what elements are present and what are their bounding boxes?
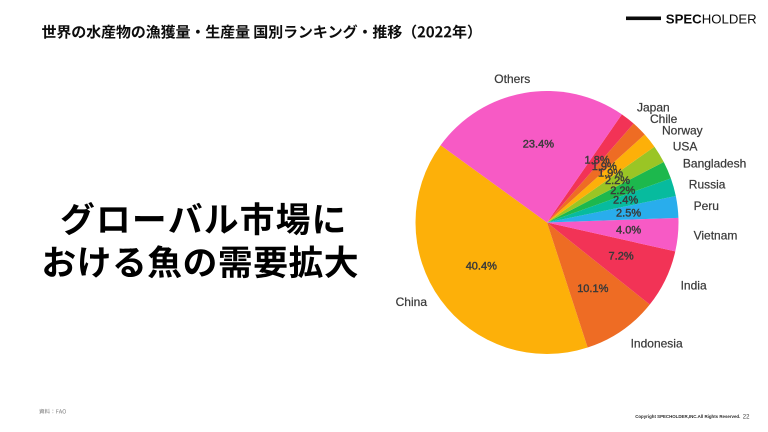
svg-text:1.8%: 1.8% (585, 155, 610, 167)
svg-text:7.2%: 7.2% (609, 251, 634, 263)
svg-text:2.2%: 2.2% (610, 185, 635, 197)
svg-text:Norway: Norway (662, 124, 703, 138)
svg-text:1.9%: 1.9% (598, 168, 623, 180)
svg-text:SPECHOLDER: SPECHOLDER (666, 12, 757, 27)
svg-text:Copyright SPECHOLDER,INC.All R: Copyright SPECHOLDER,INC.All Rights Rese… (635, 414, 740, 419)
svg-text:2.2%: 2.2% (605, 175, 630, 187)
svg-text:USA: USA (673, 140, 698, 154)
svg-text:10.1%: 10.1% (577, 283, 608, 295)
svg-text:40.4%: 40.4% (466, 261, 497, 273)
svg-text:Vietnam: Vietnam (694, 229, 738, 243)
svg-text:Chile: Chile (650, 112, 678, 126)
svg-text:1.9%: 1.9% (592, 161, 617, 173)
svg-text:Others: Others (494, 72, 530, 86)
svg-text:22: 22 (743, 414, 750, 420)
svg-text:2.4%: 2.4% (613, 195, 638, 207)
svg-text:Indonesia: Indonesia (631, 336, 683, 350)
svg-text:China: China (396, 295, 428, 309)
svg-text:India: India (681, 279, 707, 293)
svg-text:2.5%: 2.5% (616, 207, 641, 219)
svg-text:Bangladesh: Bangladesh (683, 157, 746, 171)
svg-text:Russia: Russia (689, 178, 726, 192)
svg-text:Peru: Peru (694, 199, 719, 213)
svg-text:4.0%: 4.0% (616, 225, 641, 237)
svg-text:23.4%: 23.4% (523, 138, 554, 150)
svg-text:Japan: Japan (637, 101, 670, 115)
